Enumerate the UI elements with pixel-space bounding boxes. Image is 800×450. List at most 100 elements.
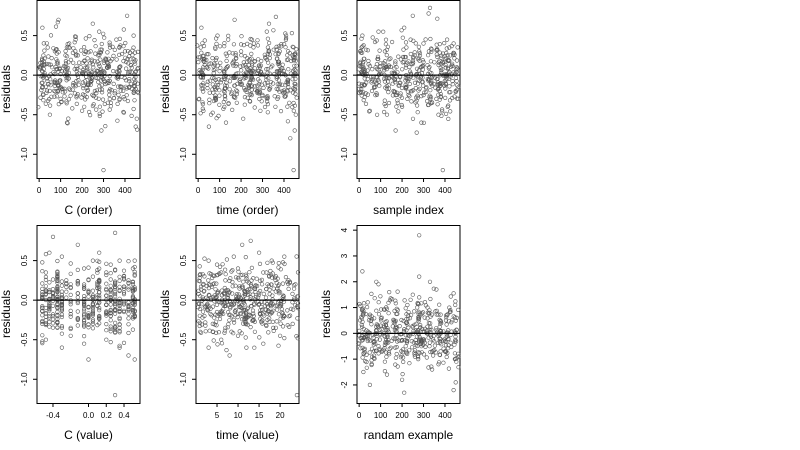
data-point	[436, 312, 441, 317]
data-point	[200, 315, 205, 320]
data-point	[50, 290, 56, 296]
data-point	[372, 296, 377, 301]
data-point	[284, 33, 289, 38]
data-point	[424, 89, 429, 95]
data-point	[270, 319, 276, 325]
data-point	[229, 91, 234, 96]
data-point	[245, 305, 251, 310]
data-point	[239, 82, 244, 87]
data-point	[222, 83, 228, 88]
data-point	[116, 92, 121, 97]
data-point	[132, 313, 137, 318]
data-point	[112, 279, 118, 284]
data-point	[97, 266, 102, 271]
data-point	[221, 106, 226, 111]
data-point	[97, 290, 102, 295]
data-point	[286, 67, 291, 72]
data-point	[43, 311, 49, 316]
data-point	[222, 41, 227, 46]
data-point	[401, 54, 406, 60]
data-point	[94, 88, 99, 93]
data-point	[48, 33, 54, 38]
data-point	[209, 313, 214, 318]
data-point	[395, 289, 400, 294]
data-point	[40, 25, 45, 30]
data-point	[410, 324, 415, 329]
data-point	[222, 330, 227, 335]
data-point	[276, 87, 281, 92]
data-point	[68, 57, 73, 63]
data-point	[398, 80, 403, 85]
data-point	[374, 308, 379, 313]
data-point	[197, 323, 202, 329]
data-point	[117, 343, 122, 348]
data-point	[130, 279, 135, 284]
data-point	[213, 98, 218, 103]
data-point	[196, 97, 201, 102]
data-point	[404, 45, 409, 50]
data-point	[416, 309, 421, 315]
data-point	[81, 341, 87, 346]
y-tick-label: 0.0	[179, 294, 188, 306]
data-point	[294, 254, 299, 259]
data-point	[452, 342, 457, 347]
x-tick-label: 400	[438, 186, 452, 195]
data-point	[256, 292, 261, 298]
data-point	[210, 75, 215, 80]
data-point	[412, 50, 417, 55]
data-point	[248, 238, 253, 243]
data-point	[70, 87, 75, 92]
data-point	[430, 367, 435, 372]
y-axis-label: residuals	[158, 290, 172, 338]
data-point	[264, 322, 269, 328]
data-point	[227, 278, 232, 284]
data-point	[417, 295, 422, 300]
data-point	[64, 120, 70, 125]
data-point	[402, 54, 407, 60]
data-point	[117, 36, 122, 42]
data-point	[372, 85, 377, 90]
data-point	[384, 306, 390, 312]
data-point	[274, 280, 279, 286]
data-point	[104, 328, 109, 333]
data-point	[224, 83, 229, 88]
data-point	[202, 62, 207, 67]
data-point	[448, 89, 453, 95]
data-point	[121, 302, 127, 307]
data-point	[277, 298, 282, 303]
data-point	[231, 331, 236, 336]
data-point	[249, 75, 254, 80]
data-point	[219, 310, 224, 315]
data-point	[80, 80, 85, 85]
data-point	[405, 96, 410, 101]
data-point	[196, 59, 201, 65]
data-point	[87, 112, 93, 118]
data-point	[90, 274, 95, 279]
data-point	[41, 41, 46, 46]
data-point	[86, 50, 91, 55]
data-point	[53, 64, 58, 70]
data-point	[214, 302, 219, 308]
data-point	[362, 350, 367, 355]
y-tick-label: -0.5	[340, 107, 349, 121]
data-point	[96, 61, 101, 67]
data-point	[251, 301, 256, 306]
y-tick-label: 0.5	[340, 29, 349, 41]
data-point	[405, 302, 410, 308]
data-point	[371, 342, 376, 347]
data-point	[416, 311, 421, 316]
data-point	[81, 266, 87, 271]
data-point	[255, 83, 260, 88]
data-point	[47, 250, 52, 255]
data-point	[251, 311, 256, 316]
data-point	[104, 337, 109, 342]
data-point	[378, 64, 383, 69]
data-point	[239, 331, 244, 336]
x-tick-label: -0.4	[46, 411, 60, 420]
data-point	[70, 50, 75, 56]
data-point	[408, 72, 414, 77]
data-point	[226, 322, 231, 327]
data-point	[383, 42, 389, 47]
x-tick-label: 0	[196, 186, 201, 195]
data-point	[247, 291, 252, 296]
